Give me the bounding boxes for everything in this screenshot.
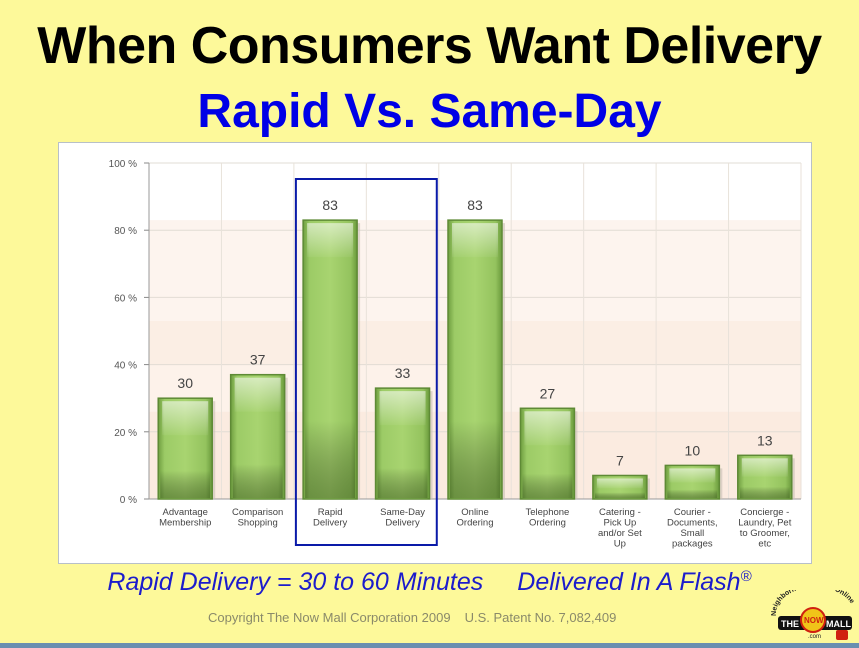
bar-value-label: 7 [616, 452, 624, 468]
bar [737, 454, 795, 500]
chart-frame: 0 % 20 % 40 % 60 % 80 % 100 % 30 37 83 33 83 27 7 10… [58, 142, 812, 564]
x-category-label: Same-Day Delivery [380, 507, 425, 529]
logo-now: NOW [804, 616, 824, 625]
x-category-label: Rapid Delivery [313, 507, 348, 529]
bar [302, 219, 361, 500]
x-category-label: Advantage Membership [159, 507, 211, 529]
page-title: When Consumers Want Delivery [37, 17, 822, 75]
x-category-label: Online Ordering [457, 507, 494, 529]
registered-mark: ® [740, 568, 752, 585]
y-tick-label: 100 % [109, 159, 137, 170]
x-category-label: Concierge -Laundry, Pet to Groomer, etc [738, 507, 792, 550]
bar [592, 474, 650, 500]
y-tick-label: 0 % [120, 495, 137, 506]
bar [664, 464, 723, 500]
bar-value-label: 37 [250, 352, 266, 368]
x-category-label: Comparison Shopping [232, 507, 283, 529]
tagline-right: Delivered In A Flash [517, 568, 741, 597]
logo-the: THE [781, 619, 799, 629]
tagline-left: Rapid Delivery = 30 to 60 Minutes [107, 568, 484, 597]
highlight-box [294, 178, 438, 546]
bar-value-label: 10 [685, 442, 701, 458]
y-tick-label: 80 % [114, 226, 137, 237]
y-tick-label: 40 % [114, 361, 137, 372]
copyright-text: Copyright The Now Mall Corporation 2009 [208, 610, 451, 625]
bar [157, 397, 216, 500]
bar-value-label: 83 [322, 197, 338, 213]
background-band [149, 163, 801, 221]
logo-mall: MALL [826, 619, 851, 629]
bar-value-label: 30 [177, 375, 193, 391]
bar-value-label: 13 [757, 432, 773, 448]
footer: Copyright The Now Mall Corporation 2009 U… [208, 610, 616, 625]
y-tick-label: 60 % [114, 293, 137, 304]
x-category-label: Catering -Pick Up and/or Set Up [598, 507, 642, 550]
tagline: Rapid Delivery = 30 to 60 Minutes Deliver… [0, 568, 859, 597]
x-category-label: Telephone Ordering [526, 507, 570, 529]
bar [519, 407, 578, 500]
x-category-label: Courier -Documents, Small packages [667, 507, 718, 550]
logo-com: .com [808, 634, 821, 640]
y-tick-label: 20 % [114, 428, 137, 439]
bar-value-label: 27 [540, 385, 556, 401]
bar [447, 219, 505, 500]
page-subtitle: Rapid Vs. Same-Day [197, 85, 662, 138]
bar-chart: 0 % 20 % 40 % 60 % 80 % 100 % 30 37 83 33 83 27 7 10… [109, 159, 802, 550]
bottom-rule [0, 643, 859, 648]
bar-value-label: 33 [395, 365, 411, 381]
bar [374, 387, 433, 500]
bar [229, 373, 288, 500]
patent-text: U.S. Patent No. 7,082,409 [464, 610, 617, 625]
now-mall-logo: Neighborhood Stores Online THE NOW MALL … [771, 590, 855, 640]
bar-value-label: 83 [467, 197, 483, 213]
